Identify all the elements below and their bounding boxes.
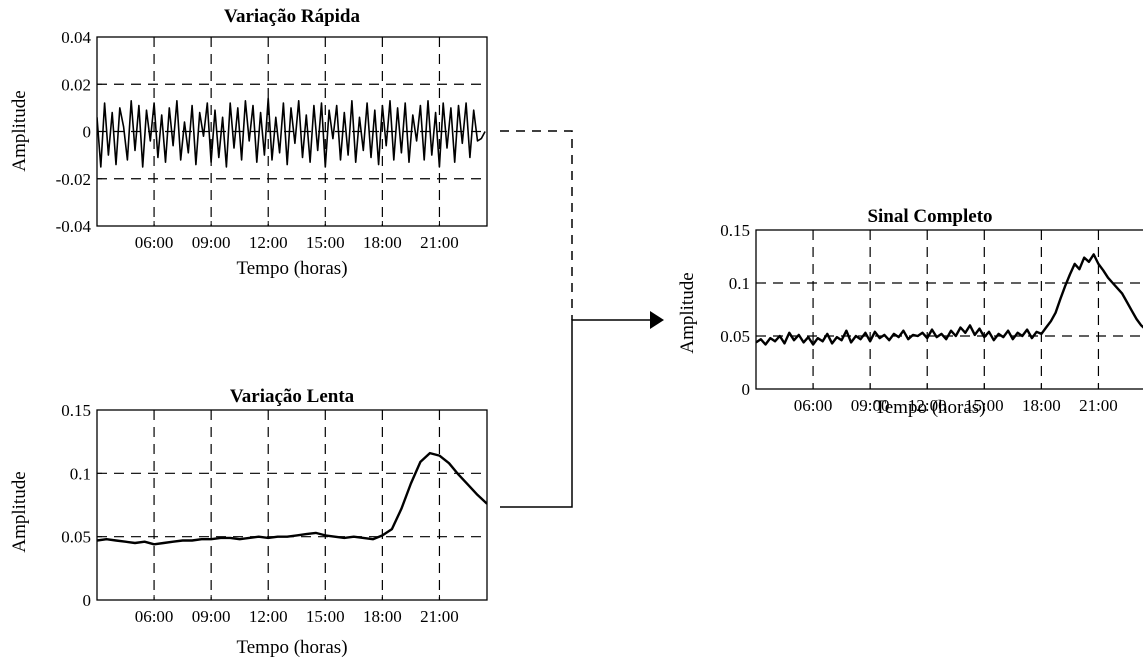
y-tick-label: 0.1 xyxy=(70,464,91,483)
y-tick-label: 0 xyxy=(742,380,751,399)
x-tick-label: 09:00 xyxy=(192,233,231,252)
y-tick-label: 0.05 xyxy=(720,327,750,346)
y-axis-label: Amplitude xyxy=(9,471,30,552)
x-tick-label: 12:00 xyxy=(249,233,288,252)
x-tick-label: 12:00 xyxy=(908,396,947,415)
chart-title: Sinal Completo xyxy=(867,206,992,227)
x-tick-label: 18:00 xyxy=(1022,396,1061,415)
solid-connector-lenta xyxy=(500,319,650,508)
y-tick-label: 0.15 xyxy=(61,401,91,420)
y-tick-label: 0.15 xyxy=(720,221,750,240)
y-axis-label: Amplitude xyxy=(9,90,30,171)
x-tick-label: 21:00 xyxy=(420,607,459,626)
x-tick-label: 18:00 xyxy=(363,233,402,252)
chart-title: Variação Lenta xyxy=(230,386,355,407)
y-tick-label: -0.04 xyxy=(56,217,92,236)
x-tick-label: 15:00 xyxy=(306,607,345,626)
y-tick-label: 0 xyxy=(83,123,92,142)
series-line xyxy=(97,451,487,546)
chart-title: Variação Rápida xyxy=(224,6,361,27)
x-tick-label: 06:00 xyxy=(135,233,174,252)
plot-frame xyxy=(96,409,488,601)
y-tick-label: 0.05 xyxy=(61,528,91,547)
chart-variacao-lenta: Variação Lenta Tempo (horas) Amplitude 0… xyxy=(9,386,488,658)
x-tick-label: 21:00 xyxy=(1079,396,1118,415)
x-axis-label: Tempo (horas) xyxy=(236,637,347,658)
x-tick-label: 09:00 xyxy=(192,607,231,626)
y-tick-label: -0.02 xyxy=(56,170,91,189)
x-tick-label: 06:00 xyxy=(135,607,174,626)
x-tick-label: 21:00 xyxy=(420,233,459,252)
series-line xyxy=(97,97,486,168)
x-tick-label: 12:00 xyxy=(249,607,288,626)
y-tick-label: 0.02 xyxy=(61,75,91,94)
y-axis-label: Amplitude xyxy=(677,272,698,353)
series-line xyxy=(756,253,1143,346)
y-tick-label: 0 xyxy=(83,591,92,610)
x-axis-label: Tempo (horas) xyxy=(236,258,347,279)
x-tick-label: 15:00 xyxy=(306,233,345,252)
dashed-connector-rapida xyxy=(500,130,573,320)
arrow-head xyxy=(650,311,664,329)
y-tick-label: 0.04 xyxy=(61,28,91,47)
x-tick-label: 15:00 xyxy=(965,396,1004,415)
x-axis-label: Tempo (horas) xyxy=(874,397,985,418)
plot-frame xyxy=(755,229,1143,390)
y-tick-label: 0.1 xyxy=(729,274,750,293)
x-tick-label: 09:00 xyxy=(851,396,890,415)
x-tick-label: 18:00 xyxy=(363,607,402,626)
chart-sinal-completo: Sinal Completo Tempo (horas) Amplitude 0… xyxy=(677,206,1143,418)
chart-variacao-rapida: Variação Rápida Tempo (horas) Amplitude … xyxy=(9,6,488,279)
connectors xyxy=(500,130,664,508)
x-tick-label: 06:00 xyxy=(794,396,833,415)
